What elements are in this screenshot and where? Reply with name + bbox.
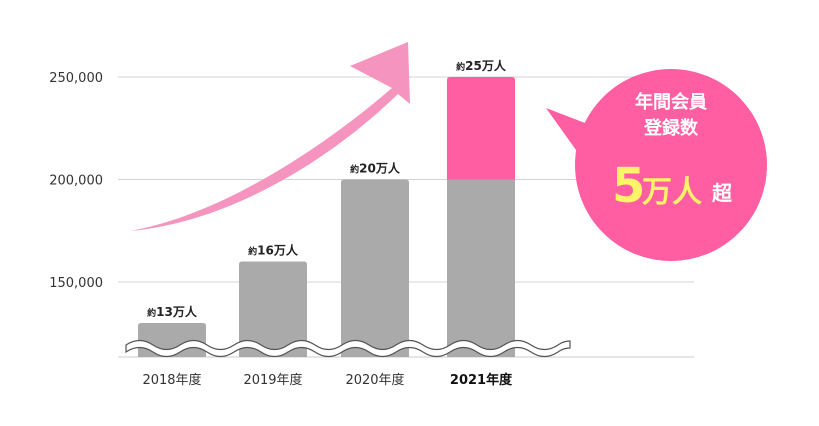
data-label: 約13万人 (147, 304, 198, 319)
x-tick-label: 2018年度 (142, 372, 201, 388)
y-tick-label: 200,000 (49, 174, 103, 189)
callout-line1: 年間会員 (635, 91, 707, 113)
callout-unit: 万人 (642, 175, 702, 210)
x-axis-labels: 2018年度 2019年度 2020年度 2021年度 (142, 372, 513, 388)
callout-bubble: 年間会員 登録数 5 万人 超 (546, 69, 767, 261)
bars (138, 77, 515, 357)
data-label: 約20万人 (350, 161, 401, 176)
data-label: 約25万人 (456, 58, 507, 73)
axis-break-mark (125, 339, 571, 358)
callout-suffix: 超 (711, 181, 733, 205)
bar (341, 179, 409, 357)
x-tick-label: 2020年度 (345, 372, 404, 388)
callout-circle (575, 69, 767, 261)
callout-big-number: 5 (612, 158, 645, 214)
bar (239, 261, 307, 357)
callout-line2: 登録数 (643, 117, 699, 139)
axis-break-band (125, 339, 571, 358)
y-tick-label: 250,000 (49, 71, 103, 86)
x-tick-label: 2019年度 (243, 372, 302, 388)
data-label: 約16万人 (248, 243, 299, 258)
y-tick-label: 150,000 (49, 276, 103, 291)
growth-arrow (130, 42, 410, 231)
x-tick-label: 2021年度 (450, 372, 513, 388)
bar-highlight (447, 77, 515, 180)
bar-base (447, 179, 515, 357)
data-labels: 約13万人 約16万人 約20万人 約25万人 (147, 58, 507, 319)
y-axis-ticks: 150,000 200,000 250,000 (49, 71, 103, 291)
